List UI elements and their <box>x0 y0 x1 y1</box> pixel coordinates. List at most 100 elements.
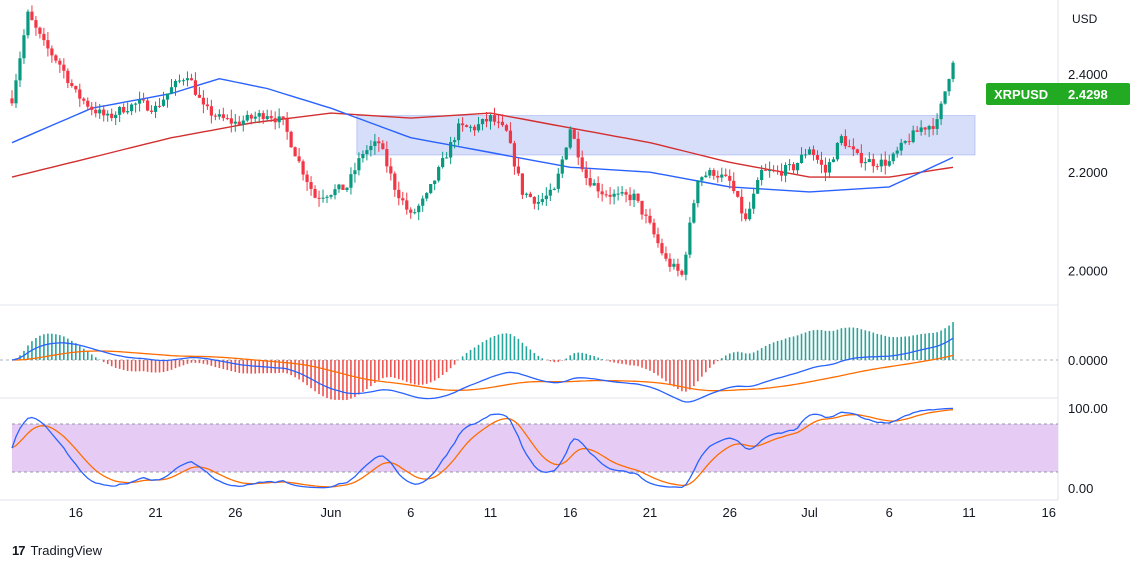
candle-up <box>867 159 871 163</box>
candle-down <box>42 33 46 41</box>
time-tick-label: 6 <box>407 505 414 520</box>
candle-up <box>134 103 138 105</box>
candle-up <box>756 180 760 194</box>
candle-down <box>931 126 935 129</box>
candle-down <box>484 118 489 122</box>
candle-down <box>189 78 194 81</box>
candle-up <box>106 113 110 116</box>
candle-down <box>855 149 859 153</box>
candle-down <box>584 169 588 179</box>
candle-up <box>321 197 325 199</box>
slow-moving-average-line <box>11 112 954 178</box>
candle-up <box>887 161 891 166</box>
candle-up <box>114 114 118 119</box>
candle-down <box>644 214 648 216</box>
macd-line <box>11 337 954 403</box>
time-tick-label: 16 <box>69 505 83 520</box>
candle-down <box>197 94 202 98</box>
candle-up <box>552 188 556 190</box>
time-tick-label: Jul <box>801 505 818 520</box>
candle-down <box>823 164 828 173</box>
candle-down <box>201 97 205 105</box>
candle-up <box>692 203 696 223</box>
time-tick-label: 21 <box>148 505 162 520</box>
candle-up <box>752 193 756 209</box>
candle-up <box>700 177 704 181</box>
candle-down <box>779 170 784 176</box>
candle-up <box>947 79 951 92</box>
symbol-price-tag: XRPUSD 2.4298 <box>986 83 1130 105</box>
candle-up <box>927 126 931 130</box>
candle-up <box>548 189 552 196</box>
stochastic-tick-label: 100.00 <box>1068 401 1108 416</box>
price-tag-background <box>986 83 1130 105</box>
candle-up <box>708 170 712 176</box>
candle-down <box>305 174 309 183</box>
candle-down <box>54 55 58 61</box>
candle-down <box>680 270 684 275</box>
candle-up <box>783 165 788 176</box>
candle-down <box>875 166 879 168</box>
candle-down <box>608 194 612 197</box>
candle-up <box>361 153 365 159</box>
candle-down <box>409 209 413 213</box>
price-tick-label: 2.2000 <box>1068 165 1108 180</box>
candle-down <box>389 166 393 174</box>
stochastic-pane[interactable] <box>11 407 1058 489</box>
tradingview-brand[interactable]: 17 TradingView <box>12 543 102 558</box>
currency-label[interactable]: USD <box>1072 12 1098 26</box>
candle-up <box>337 184 341 190</box>
candle-down <box>676 263 680 271</box>
candle-up <box>353 170 357 175</box>
price-tick-label: 2.0000 <box>1068 264 1108 279</box>
candle-down <box>636 193 640 201</box>
price-pane[interactable] <box>10 5 976 281</box>
candle-up <box>612 193 616 197</box>
candle-up <box>672 263 676 267</box>
candle-up <box>556 173 560 189</box>
candle-down <box>58 60 62 65</box>
candle-up <box>165 93 170 100</box>
candle-up <box>684 254 688 275</box>
candle-down <box>716 175 720 178</box>
candle-down <box>213 115 217 117</box>
candle-down <box>580 157 584 170</box>
candle-up <box>169 87 174 94</box>
candle-up <box>345 187 349 190</box>
candle-down <box>871 159 875 167</box>
candle-down <box>500 121 505 126</box>
candle-up <box>891 153 895 162</box>
price-tag-value: 2.4298 <box>1068 87 1108 102</box>
candle-up <box>911 130 915 143</box>
candle-down <box>205 104 209 107</box>
candle-down <box>736 191 740 197</box>
candle-down <box>269 116 273 119</box>
candle-down <box>122 106 126 113</box>
candle-down <box>401 198 405 201</box>
candle-down <box>62 64 66 71</box>
price-tag-symbol: XRPUSD <box>994 87 1048 102</box>
candle-up <box>807 149 812 155</box>
candle-up <box>257 113 261 117</box>
time-tick-label: 16 <box>563 505 577 520</box>
candle-down <box>664 253 668 259</box>
candle-up <box>429 184 433 194</box>
time-tick-label: 16 <box>1042 505 1056 520</box>
candle-down <box>281 116 285 119</box>
candle-up <box>568 129 572 148</box>
candle-up <box>632 193 636 201</box>
candle-down <box>464 125 469 127</box>
macd-pane[interactable] <box>0 322 1058 403</box>
candle-up <box>943 91 947 104</box>
candle-down <box>504 125 509 131</box>
stochastic-tick-label: 0.00 <box>1068 481 1093 496</box>
candle-down <box>225 118 229 120</box>
candle-up <box>803 154 808 156</box>
candle-down <box>915 130 919 132</box>
candle-down <box>815 155 820 160</box>
candle-down <box>46 40 50 49</box>
candle-up <box>185 78 190 81</box>
candle-down <box>30 11 34 21</box>
candle-down <box>532 196 536 204</box>
